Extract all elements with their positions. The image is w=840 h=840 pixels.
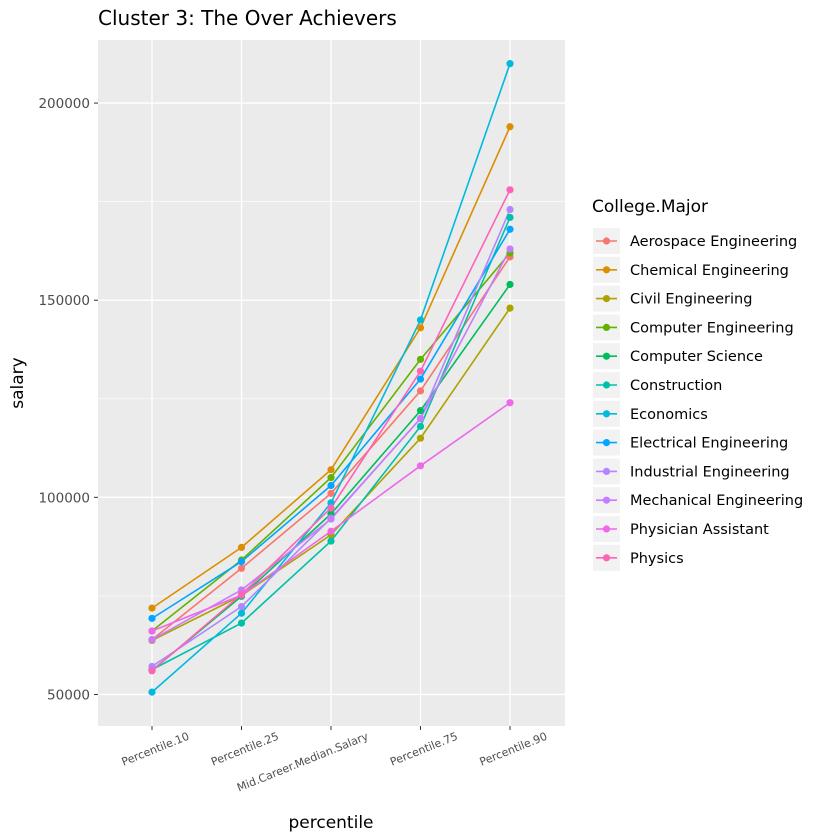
data-point (506, 205, 514, 214)
data-point (327, 466, 335, 474)
legend-label: Economics (630, 407, 708, 423)
chart-title: Cluster 3: The Over Achievers (98, 6, 397, 30)
legend-key-point (602, 496, 611, 504)
data-point (506, 60, 514, 68)
y-tick-label: 200000 (38, 96, 90, 112)
x-tick-label: Percentile.10 (120, 730, 191, 769)
legend-key-point (602, 381, 611, 389)
data-point (148, 604, 156, 612)
data-point (416, 367, 425, 375)
data-point (148, 627, 156, 635)
data-point (506, 399, 514, 407)
data-point (237, 564, 246, 572)
legend-key-point (602, 554, 611, 562)
data-point (237, 557, 246, 566)
data-point (416, 422, 425, 430)
grid-lines (98, 40, 565, 726)
data-point (416, 355, 425, 363)
data-point (506, 123, 514, 131)
data-point (148, 636, 156, 644)
legend-label: Physician Assistant (630, 522, 769, 538)
legend-label: Civil Engineering (630, 292, 752, 308)
data-point (237, 543, 246, 552)
data-point (416, 406, 425, 415)
x-tick-label: Percentile.75 (388, 730, 459, 769)
data-point (237, 590, 246, 598)
data-point (327, 499, 335, 507)
legend-key-point (602, 295, 611, 303)
y-tick-label: 50000 (47, 687, 90, 703)
data-point (416, 414, 425, 423)
data-point (506, 280, 514, 289)
data-point (327, 504, 335, 512)
x-axis-label: percentile (288, 813, 373, 833)
data-point (237, 609, 246, 617)
legend-key-point (602, 410, 611, 418)
legend-label: Mechanical Engineering (630, 493, 803, 509)
legend-label: Electrical Engineering (630, 436, 788, 452)
legend-key-point (602, 266, 611, 274)
data-point (327, 481, 335, 490)
data-point (148, 667, 156, 675)
legend-title: College.Major (592, 197, 708, 217)
data-point (506, 186, 514, 194)
data-point (416, 316, 425, 324)
legend-key-point (602, 525, 611, 533)
y-tick-label: 100000 (38, 490, 90, 506)
y-tick-label: 150000 (38, 293, 90, 309)
legend-label: Physics (630, 551, 684, 567)
data-point (416, 324, 425, 332)
data-point (148, 688, 156, 696)
data-point (416, 462, 425, 470)
y-axis-label: salary (8, 357, 28, 408)
legend-key-point (602, 237, 611, 245)
legend-label: Computer Science (630, 349, 763, 365)
data-point (327, 527, 335, 535)
legend-key-point (602, 467, 611, 475)
data-point (327, 489, 335, 497)
data-point (327, 474, 335, 482)
data-point (416, 387, 425, 395)
data-point (327, 537, 335, 545)
data-point (416, 375, 425, 383)
data-point (327, 515, 335, 523)
x-tick-label: Percentile.25 (209, 730, 280, 769)
data-point (237, 602, 246, 611)
data-point (506, 225, 514, 233)
data-point (237, 619, 246, 627)
data-point (416, 434, 425, 442)
data-point (506, 213, 514, 222)
y-axis: 50000 100000 150000 200000 (38, 96, 98, 703)
legend-label: Computer Engineering (630, 320, 794, 336)
data-point (148, 614, 156, 622)
legend: College.Major Aerospace Engineering Chemi… (592, 197, 803, 571)
series-points (148, 60, 514, 696)
x-tick-label: Percentile.90 (478, 730, 549, 769)
legend-key-point (602, 323, 611, 331)
data-point (506, 245, 514, 253)
x-axis: Percentile.10 Percentile.25Mid.Career.Med… (120, 726, 549, 794)
data-point (506, 304, 514, 312)
legend-key-point (602, 352, 611, 360)
legend-key-point (602, 439, 611, 447)
legend-label: Construction (630, 378, 722, 394)
legend-label: Industrial Engineering (630, 464, 790, 480)
legend-label: Aerospace Engineering (630, 234, 797, 250)
legend-label: Chemical Engineering (630, 263, 789, 279)
